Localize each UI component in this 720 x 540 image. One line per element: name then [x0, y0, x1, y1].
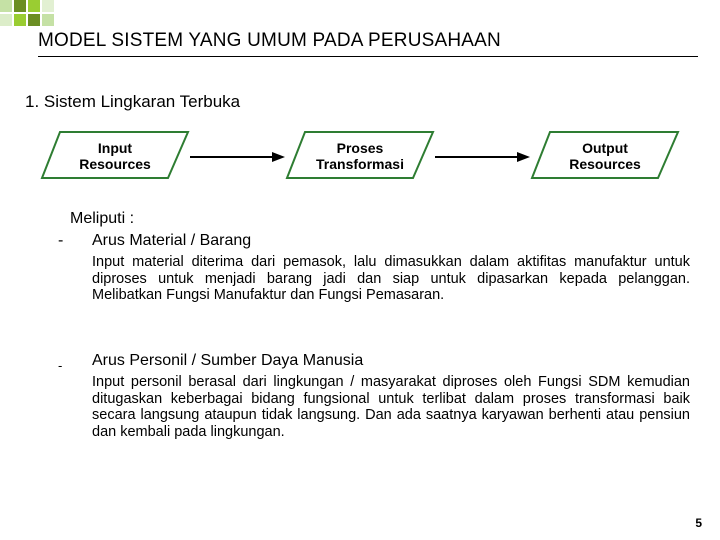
diagram-box-output-label: Output Resources	[540, 140, 670, 172]
page-title: MODEL SISTEM YANG UMUM PADA PERUSAHAAN	[38, 30, 700, 52]
page-number: 5	[695, 516, 702, 530]
item2-title: Arus Personil / Sumber Daya Manusia	[92, 352, 363, 370]
title-row: MODEL SISTEM YANG UMUM PADA PERUSAHAAN	[38, 30, 700, 57]
arrow-2	[435, 152, 530, 162]
box3-line2: Resources	[569, 156, 641, 172]
title-underline	[38, 56, 698, 57]
item1-title: Arus Material / Barang	[92, 232, 251, 250]
arrow-1	[190, 152, 285, 162]
box2-line2: Transformasi	[316, 156, 404, 172]
box1-line2: Resources	[79, 156, 151, 172]
box3-line1: Output	[582, 140, 628, 156]
meliputi-label: Meliputi :	[70, 210, 134, 228]
box1-line1: Input	[98, 140, 132, 156]
flow-diagram: Input Resources Proses Transformasi Outp…	[40, 130, 680, 190]
item2-dash: -	[58, 358, 62, 373]
box2-line1: Proses	[337, 140, 384, 156]
item1-body: Input material diterima dari pemasok, la…	[92, 254, 690, 304]
diagram-box-input-label: Input Resources	[50, 140, 180, 172]
section-label: 1. Sistem Lingkaran Terbuka	[25, 92, 240, 112]
diagram-box-process-label: Proses Transformasi	[295, 140, 425, 172]
item1-dash: -	[58, 232, 63, 250]
item2-body: Input personil berasal dari lingkungan /…	[92, 374, 690, 441]
